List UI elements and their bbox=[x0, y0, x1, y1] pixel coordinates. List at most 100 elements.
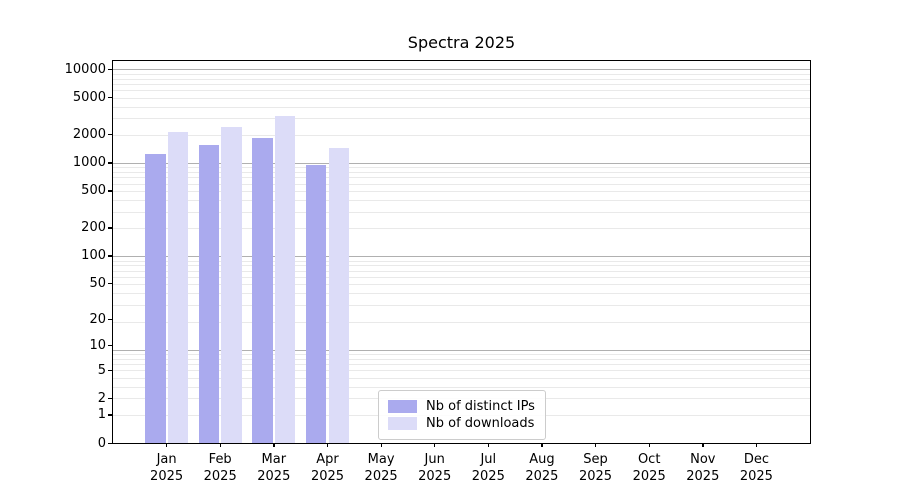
legend-swatch-downloads bbox=[388, 417, 417, 430]
x-tick-mark bbox=[595, 443, 597, 447]
legend-row-downloads: Nb of downloads bbox=[388, 416, 535, 431]
gridline-minor bbox=[113, 284, 810, 286]
y-tick-label: 500 bbox=[81, 183, 106, 199]
x-tick-label: Feb 2025 bbox=[203, 452, 237, 484]
x-tick-label: Apr 2025 bbox=[310, 452, 345, 484]
y-tick-mark bbox=[108, 283, 112, 285]
y-tick-label: 50 bbox=[89, 276, 106, 291]
gridline-minor bbox=[113, 167, 810, 169]
gridline-minor bbox=[113, 358, 810, 360]
gridline-minor bbox=[113, 386, 810, 388]
y-tick-mark bbox=[108, 68, 112, 71]
gridline-minor bbox=[113, 83, 810, 85]
gridline-minor bbox=[113, 97, 810, 99]
gridline-minor bbox=[113, 134, 810, 136]
y-tick-label: 0 bbox=[97, 435, 106, 451]
y-tick-mark bbox=[108, 190, 112, 192]
gridline-minor bbox=[113, 321, 810, 323]
y-tick-mark bbox=[108, 227, 112, 229]
x-tick-label: Jan 2025 bbox=[150, 452, 184, 484]
chart-title: Spectra 2025 bbox=[407, 33, 516, 52]
gridline-minor bbox=[113, 190, 810, 192]
bar-apr-2025-distinct-ips bbox=[306, 164, 327, 443]
gridline-minor bbox=[113, 183, 810, 185]
gridline-minor bbox=[113, 353, 810, 355]
bar-feb-2025-downloads bbox=[221, 126, 242, 443]
legend-swatch-distinct-ips bbox=[388, 400, 417, 413]
gridline-major bbox=[113, 256, 810, 258]
y-tick-mark bbox=[108, 255, 112, 257]
gridline-minor bbox=[113, 364, 810, 366]
y-tick-mark bbox=[108, 414, 112, 416]
y-tick-label: 5000 bbox=[72, 90, 106, 105]
x-tick-mark bbox=[541, 443, 543, 447]
y-tick-mark bbox=[108, 97, 112, 99]
y-tick-mark bbox=[108, 134, 112, 136]
x-tick-mark bbox=[648, 443, 650, 447]
gridline-minor bbox=[113, 293, 810, 295]
x-tick-label: May 2025 bbox=[364, 452, 398, 484]
x-tick-label: Nov 2025 bbox=[686, 452, 720, 484]
y-tick-label: 100 bbox=[81, 248, 106, 264]
legend: Nb of distinct IPs Nb of downloads bbox=[378, 390, 546, 440]
bar-feb-2025-distinct-ips bbox=[198, 145, 220, 443]
gridline-minor bbox=[113, 73, 810, 75]
y-tick-mark bbox=[108, 397, 112, 400]
gridline-major bbox=[113, 69, 810, 71]
y-tick-label: 10 bbox=[89, 338, 106, 354]
gridline-minor bbox=[113, 177, 810, 179]
bar-mar-2025-distinct-ips bbox=[252, 137, 273, 443]
gridline-minor bbox=[113, 265, 810, 267]
gridline-minor bbox=[113, 118, 810, 120]
x-tick-mark bbox=[327, 443, 329, 447]
x-tick-mark bbox=[434, 443, 436, 447]
x-tick-mark bbox=[166, 443, 168, 447]
x-tick-label: Dec 2025 bbox=[739, 452, 773, 484]
y-tick-label: 20 bbox=[89, 312, 106, 327]
gridline-minor bbox=[113, 171, 810, 173]
x-tick-mark bbox=[755, 443, 758, 447]
x-tick-label: Sep 2025 bbox=[578, 452, 613, 484]
y-tick-label: 5 bbox=[97, 362, 106, 378]
x-tick-label: Aug 2025 bbox=[525, 452, 559, 484]
gridline-minor bbox=[113, 90, 810, 92]
gridline-minor bbox=[113, 270, 810, 272]
gridline-major bbox=[113, 162, 810, 164]
x-tick-mark bbox=[273, 443, 275, 447]
x-tick-label: Mar 2025 bbox=[257, 452, 291, 484]
gridline-minor bbox=[113, 211, 810, 213]
gridline-minor bbox=[113, 106, 810, 108]
gridline-minor bbox=[113, 276, 810, 278]
gridline-minor bbox=[113, 377, 810, 379]
x-tick-mark bbox=[219, 443, 221, 447]
gridline-minor bbox=[113, 200, 810, 201]
gridline-minor bbox=[113, 305, 810, 306]
y-tick-label: 10000 bbox=[64, 61, 106, 77]
y-tick-mark bbox=[108, 162, 112, 164]
y-tick-label: 2 bbox=[97, 390, 106, 406]
legend-label-distinct-ips: Nb of distinct IPs bbox=[426, 399, 535, 414]
y-tick-label: 1 bbox=[97, 407, 106, 423]
gridline-minor bbox=[113, 370, 810, 372]
y-tick-mark bbox=[108, 369, 112, 372]
x-tick-label: Jul 2025 bbox=[471, 452, 505, 484]
y-tick-mark bbox=[108, 345, 112, 347]
x-tick-mark bbox=[487, 443, 490, 447]
legend-label-downloads: Nb of downloads bbox=[426, 416, 535, 431]
x-tick-label: Oct 2025 bbox=[632, 452, 666, 484]
y-tick-mark bbox=[108, 319, 112, 321]
x-tick-mark bbox=[702, 443, 704, 447]
gridline-major bbox=[113, 349, 810, 351]
gridline-minor bbox=[113, 78, 810, 80]
y-tick-label: 2000 bbox=[72, 127, 106, 143]
y-tick-label: 200 bbox=[81, 220, 106, 236]
bar-apr-2025-downloads bbox=[328, 147, 349, 443]
y-tick-mark bbox=[108, 442, 112, 444]
legend-row-distinct-ips: Nb of distinct IPs bbox=[388, 399, 535, 414]
x-tick-mark bbox=[380, 443, 382, 447]
bar-jan-2025-distinct-ips bbox=[145, 153, 166, 443]
x-tick-label: Jun 2025 bbox=[418, 452, 452, 484]
gridline-minor bbox=[113, 228, 810, 230]
y-tick-label: 1000 bbox=[72, 155, 106, 171]
